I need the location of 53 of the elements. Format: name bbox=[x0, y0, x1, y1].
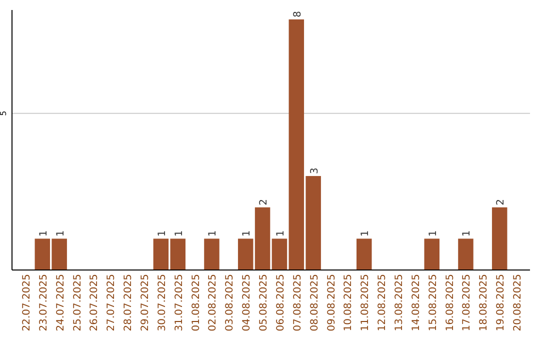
x-tick-label: 17.08.2025 bbox=[462, 274, 473, 332]
x-tick-label: 03.08.2025 bbox=[224, 274, 236, 332]
data-label: 1 bbox=[462, 230, 473, 237]
x-tick-label: 16.08.2025 bbox=[444, 274, 456, 332]
x-tick-label: 19.08.2025 bbox=[496, 274, 507, 332]
x-tick-label: 09.08.2025 bbox=[326, 274, 338, 332]
bar bbox=[356, 238, 372, 270]
y-tick-label: 5 bbox=[0, 110, 8, 116]
x-tick-label: 02.08.2025 bbox=[208, 274, 219, 332]
x-tick-label: 26.07.2025 bbox=[89, 274, 100, 332]
bar bbox=[204, 238, 220, 270]
x-tick-label: 01.08.2025 bbox=[190, 274, 202, 332]
data-label: 1 bbox=[428, 230, 439, 237]
x-tick-label: 22.07.2025 bbox=[21, 274, 32, 332]
x-tick-label: 23.07.2025 bbox=[38, 274, 50, 332]
x-tick-label: 06.08.2025 bbox=[275, 274, 286, 332]
data-label: 1 bbox=[55, 230, 66, 237]
x-tick-label: 18.08.2025 bbox=[478, 274, 490, 332]
x-tick-label: 05.08.2025 bbox=[258, 274, 270, 332]
x-tick-label: 04.08.2025 bbox=[242, 274, 253, 332]
x-tick-label: 28.07.2025 bbox=[123, 274, 134, 332]
data-label: 1 bbox=[38, 230, 50, 237]
x-tick-label: 12.08.2025 bbox=[377, 274, 388, 332]
bar bbox=[424, 238, 440, 270]
data-label: 1 bbox=[208, 230, 219, 237]
bar bbox=[458, 238, 474, 270]
bar bbox=[492, 207, 508, 270]
x-tick-label: 25.07.2025 bbox=[72, 274, 84, 332]
data-label: 1 bbox=[156, 230, 168, 237]
x-tick-label: 30.07.2025 bbox=[156, 274, 168, 332]
x-tick-label: 29.07.2025 bbox=[140, 274, 151, 332]
data-label: 1 bbox=[275, 230, 286, 237]
bar bbox=[272, 238, 288, 270]
x-tick-label: 27.07.2025 bbox=[106, 274, 118, 332]
x-tick-label: 08.08.2025 bbox=[309, 274, 320, 332]
x-tick-label: 31.07.2025 bbox=[174, 274, 185, 332]
x-tick-label: 10.08.2025 bbox=[343, 274, 354, 332]
data-label: 1 bbox=[360, 230, 372, 237]
bar bbox=[254, 207, 270, 270]
data-label: 1 bbox=[242, 230, 253, 237]
x-tick-label: 15.08.2025 bbox=[428, 274, 439, 332]
data-label: 2 bbox=[496, 198, 507, 206]
data-label: 2 bbox=[258, 198, 270, 206]
x-tick-label: 14.08.2025 bbox=[410, 274, 422, 332]
x-tick-label: 13.08.2025 bbox=[394, 274, 405, 332]
data-label: 8 bbox=[292, 11, 304, 18]
bar bbox=[238, 238, 254, 270]
data-label: 1 bbox=[174, 230, 185, 237]
x-tick-label: 11.08.2025 bbox=[360, 274, 372, 332]
x-tick-label: 07.08.2025 bbox=[292, 274, 304, 332]
x-tick-label: 20.08.2025 bbox=[512, 274, 524, 332]
x-tick-label: 24.07.2025 bbox=[55, 274, 66, 332]
data-label: 3 bbox=[309, 168, 320, 174]
